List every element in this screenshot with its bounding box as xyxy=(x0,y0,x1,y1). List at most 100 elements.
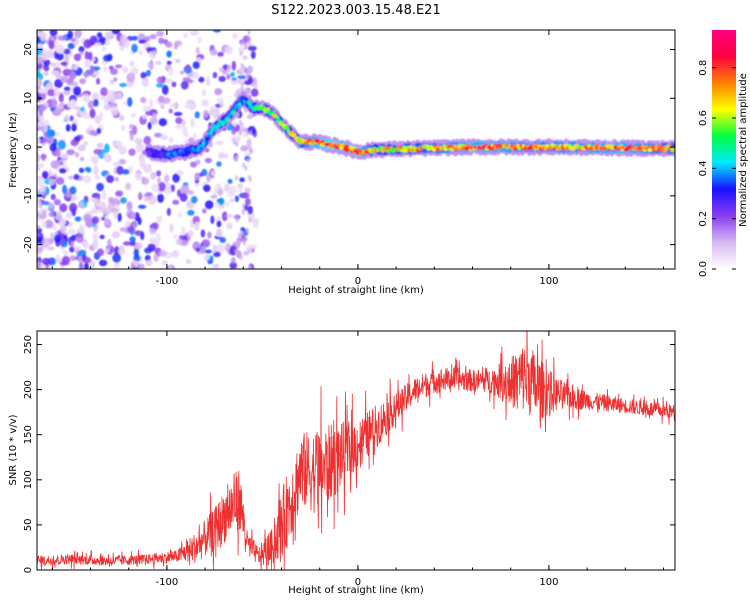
noise-blob xyxy=(95,77,101,85)
snr-x-tick-label: 100 xyxy=(539,577,558,588)
noise-blob xyxy=(216,229,223,238)
noise-blob xyxy=(74,30,82,39)
noise-blob xyxy=(103,152,110,162)
noise-blob xyxy=(50,232,55,239)
noise-blob xyxy=(232,121,238,127)
noise-blob xyxy=(64,113,71,122)
noise-blob xyxy=(158,250,167,257)
noise-blob xyxy=(37,137,41,144)
noise-blob xyxy=(213,251,221,258)
noise-blob xyxy=(129,131,134,142)
noise-blob xyxy=(89,129,97,136)
noise-blob xyxy=(156,177,162,185)
noise-blob xyxy=(113,161,122,167)
noise-blob xyxy=(164,78,173,84)
noise-blob xyxy=(57,103,63,110)
noise-blob xyxy=(111,231,121,239)
noise-blob xyxy=(245,73,249,79)
noise-blob xyxy=(67,42,75,50)
noise-blob xyxy=(213,186,218,197)
spectrogram-heatmap xyxy=(37,30,675,269)
ridge-blob xyxy=(247,101,252,106)
noise-blob xyxy=(185,99,195,105)
noise-blob xyxy=(150,171,156,180)
noise-blob xyxy=(216,220,222,228)
noise-blob xyxy=(69,115,74,122)
noise-blob xyxy=(234,214,241,220)
noise-blob xyxy=(54,78,63,89)
noise-blob xyxy=(104,247,110,254)
noise-blob xyxy=(190,30,200,36)
colorbar-tick-label: 0.4 xyxy=(698,160,709,176)
noise-blob xyxy=(134,137,143,145)
noise-blob xyxy=(239,41,243,47)
ridge-blob xyxy=(270,110,275,115)
noise-blob xyxy=(224,45,234,55)
noise-blob xyxy=(72,86,82,96)
noise-blob xyxy=(239,255,243,261)
noise-blob xyxy=(77,201,85,209)
noise-blob xyxy=(98,111,104,122)
noise-blob xyxy=(53,87,59,97)
noise-blob xyxy=(149,116,158,125)
noise-blob xyxy=(69,255,77,262)
noise-blob xyxy=(141,77,149,88)
ridge-blob xyxy=(244,97,249,102)
spectrogram-y-tick-label: -10 xyxy=(23,188,34,204)
noise-blob xyxy=(247,205,254,215)
noise-blob xyxy=(181,119,186,127)
noise-blob xyxy=(195,46,201,55)
noise-blob xyxy=(104,31,114,38)
noise-blob xyxy=(200,245,206,255)
noise-blob xyxy=(237,74,246,80)
noise-blob xyxy=(158,95,165,103)
noise-blob xyxy=(229,261,238,269)
ridge-blob xyxy=(285,127,290,132)
noise-blob xyxy=(93,148,103,155)
noise-blob xyxy=(175,124,184,129)
noise-blob xyxy=(175,117,183,125)
noise-blob xyxy=(192,61,200,69)
noise-blob xyxy=(88,51,93,61)
noise-blob xyxy=(162,97,171,104)
noise-blob xyxy=(41,170,49,179)
noise-blob xyxy=(232,32,239,39)
noise-blob xyxy=(173,111,183,117)
noise-blob xyxy=(147,243,156,252)
noise-blob xyxy=(129,236,136,243)
noise-blob xyxy=(71,123,77,132)
noise-blob xyxy=(220,153,229,158)
noise-blob xyxy=(37,120,45,128)
noise-blob xyxy=(147,61,154,69)
noise-blob xyxy=(190,196,198,204)
noise-blob xyxy=(48,169,53,177)
noise-blob xyxy=(116,165,124,175)
noise-blob xyxy=(107,89,116,100)
noise-blob xyxy=(39,184,46,192)
noise-blob xyxy=(48,202,54,210)
noise-blob xyxy=(69,202,78,213)
noise-blob xyxy=(106,174,115,184)
noise-blob xyxy=(187,209,195,216)
noise-blob xyxy=(229,198,235,203)
noise-blob xyxy=(100,87,108,97)
noise-blob xyxy=(235,239,241,248)
noise-blob xyxy=(156,76,164,84)
noise-blob xyxy=(129,212,136,220)
noise-blob xyxy=(37,261,41,269)
noise-blob xyxy=(151,184,160,192)
noise-blob xyxy=(235,141,239,147)
spectrogram-y-tick-label: 10 xyxy=(23,92,34,105)
noise-blob xyxy=(109,208,119,213)
noise-blob xyxy=(85,167,92,173)
noise-blob xyxy=(203,254,211,261)
ridge-blob xyxy=(205,136,210,141)
snr-series-line xyxy=(37,331,675,570)
noise-blob xyxy=(198,76,205,83)
noise-blob xyxy=(73,53,82,62)
ridge-blob xyxy=(292,132,297,137)
noise-blob xyxy=(145,47,155,52)
noise-blob xyxy=(240,230,244,236)
noise-blob xyxy=(226,213,235,219)
noise-blob xyxy=(155,233,161,242)
